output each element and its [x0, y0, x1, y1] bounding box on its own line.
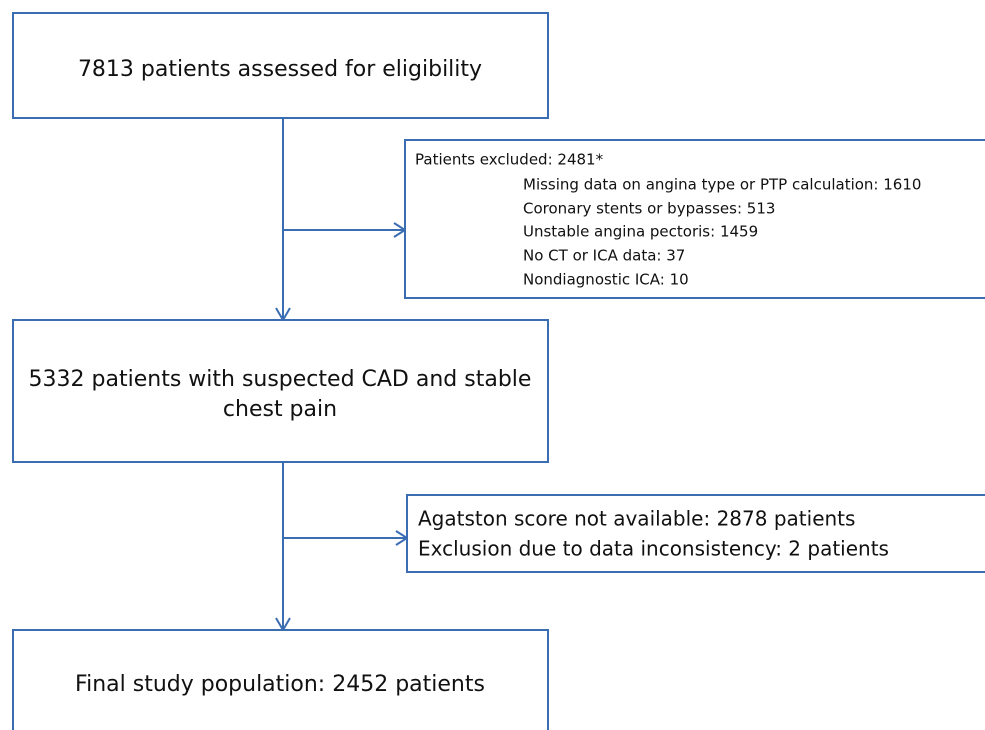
box — [12, 319, 549, 463]
exclusion-item: Missing data on angina type or PTP calcu… — [523, 176, 921, 194]
exclusion-item: No CT or ICA data: 37 — [523, 247, 685, 265]
exclusion-box — [404, 139, 985, 299]
node-text: 5332 patients with suspected CAD and sta… — [29, 367, 532, 392]
node-text: chest pain — [223, 397, 337, 422]
exclusion-title: Patients excluded: 2481* — [415, 151, 604, 169]
node-text: 7813 patients assessed for eligibility — [78, 57, 482, 82]
exclusion-item: Agatston score not available: 2878 patie… — [418, 507, 855, 531]
box — [12, 629, 549, 730]
node-text: Final study population: 2452 patients — [75, 672, 485, 697]
exclusion-box — [406, 494, 985, 573]
box — [12, 12, 549, 119]
exclusion-item: Coronary stents or bypasses: 513 — [523, 200, 775, 218]
exclusion-item: Nondiagnostic ICA: 10 — [523, 271, 689, 289]
exclusion-item: Exclusion due to data inconsistency: 2 p… — [418, 537, 889, 561]
exclusion-item: Unstable angina pectoris: 1459 — [523, 223, 758, 241]
